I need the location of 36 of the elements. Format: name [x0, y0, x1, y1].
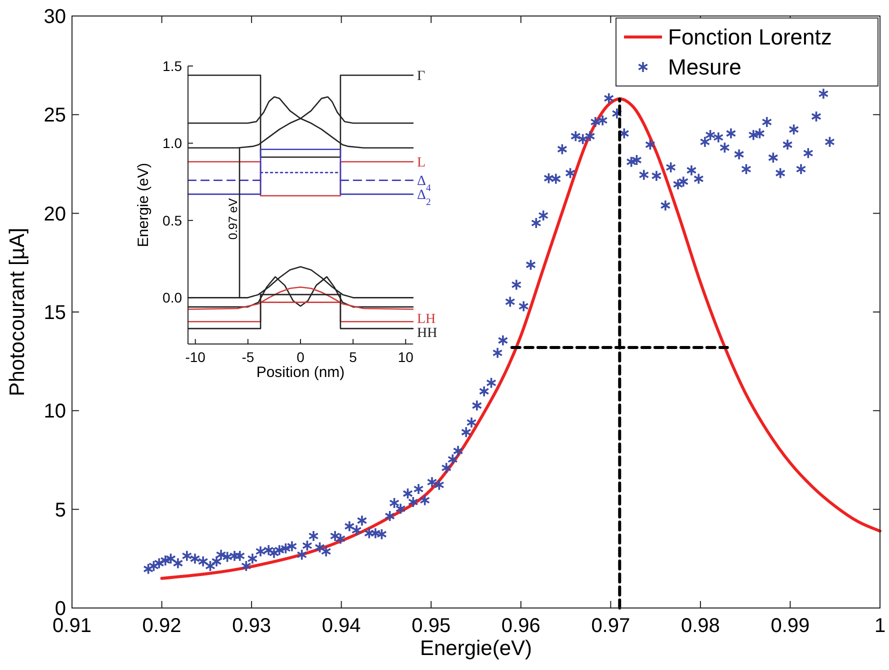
y-tick-label: 1.5 — [162, 58, 182, 74]
y-tick-label: 0.0 — [162, 290, 182, 306]
y-axis-title: Photocourant [µA] — [6, 228, 29, 396]
x-tick-label: -10 — [185, 349, 206, 365]
y-tick-label: 5 — [54, 499, 66, 522]
legend-label: HH — [417, 326, 438, 341]
x-tick-label: 1 — [874, 615, 886, 637]
x-tick-label: 0.99 — [770, 615, 810, 637]
x-axis-title: Position (nm) — [256, 364, 345, 381]
x-tick-label: 10 — [398, 349, 414, 365]
y-tick-label: 0.5 — [162, 212, 182, 228]
x-tick-label: 0.91 — [52, 615, 92, 637]
x-axis-title: Energie(eV) — [420, 637, 532, 660]
y-axis-title: Energie (eV) — [135, 162, 152, 248]
legend-label: Mesure — [668, 54, 742, 80]
annotation: 0.97 eV — [226, 198, 240, 240]
x-tick-label: 0.98 — [680, 615, 720, 637]
x-tick-label: -5 — [242, 349, 254, 365]
x-tick-label: 0.95 — [412, 615, 451, 637]
x-tick-label: 0.94 — [322, 615, 361, 637]
x-tick-label: 0.96 — [501, 615, 540, 637]
series-label: LH — [417, 312, 436, 327]
y-tick-label: 15 — [44, 302, 66, 324]
x-tick-label: 0 — [296, 349, 305, 365]
x-tick-label: 5 — [349, 349, 358, 365]
x-tick-label: 0.92 — [142, 615, 182, 637]
y-tick-label: 1.0 — [162, 135, 182, 152]
x-tick-label: 0.97 — [591, 615, 630, 637]
series-label: L — [417, 156, 426, 171]
x-tick-label: 0.93 — [232, 615, 272, 637]
y-tick-label: 30 — [44, 6, 66, 28]
y-tick-label: 20 — [44, 203, 66, 226]
legend-label: Fonction Lorentz — [668, 24, 832, 50]
y-tick-label: 10 — [44, 400, 66, 423]
y-tick-label: 25 — [44, 104, 66, 127]
series-label: Γ — [417, 69, 426, 84]
